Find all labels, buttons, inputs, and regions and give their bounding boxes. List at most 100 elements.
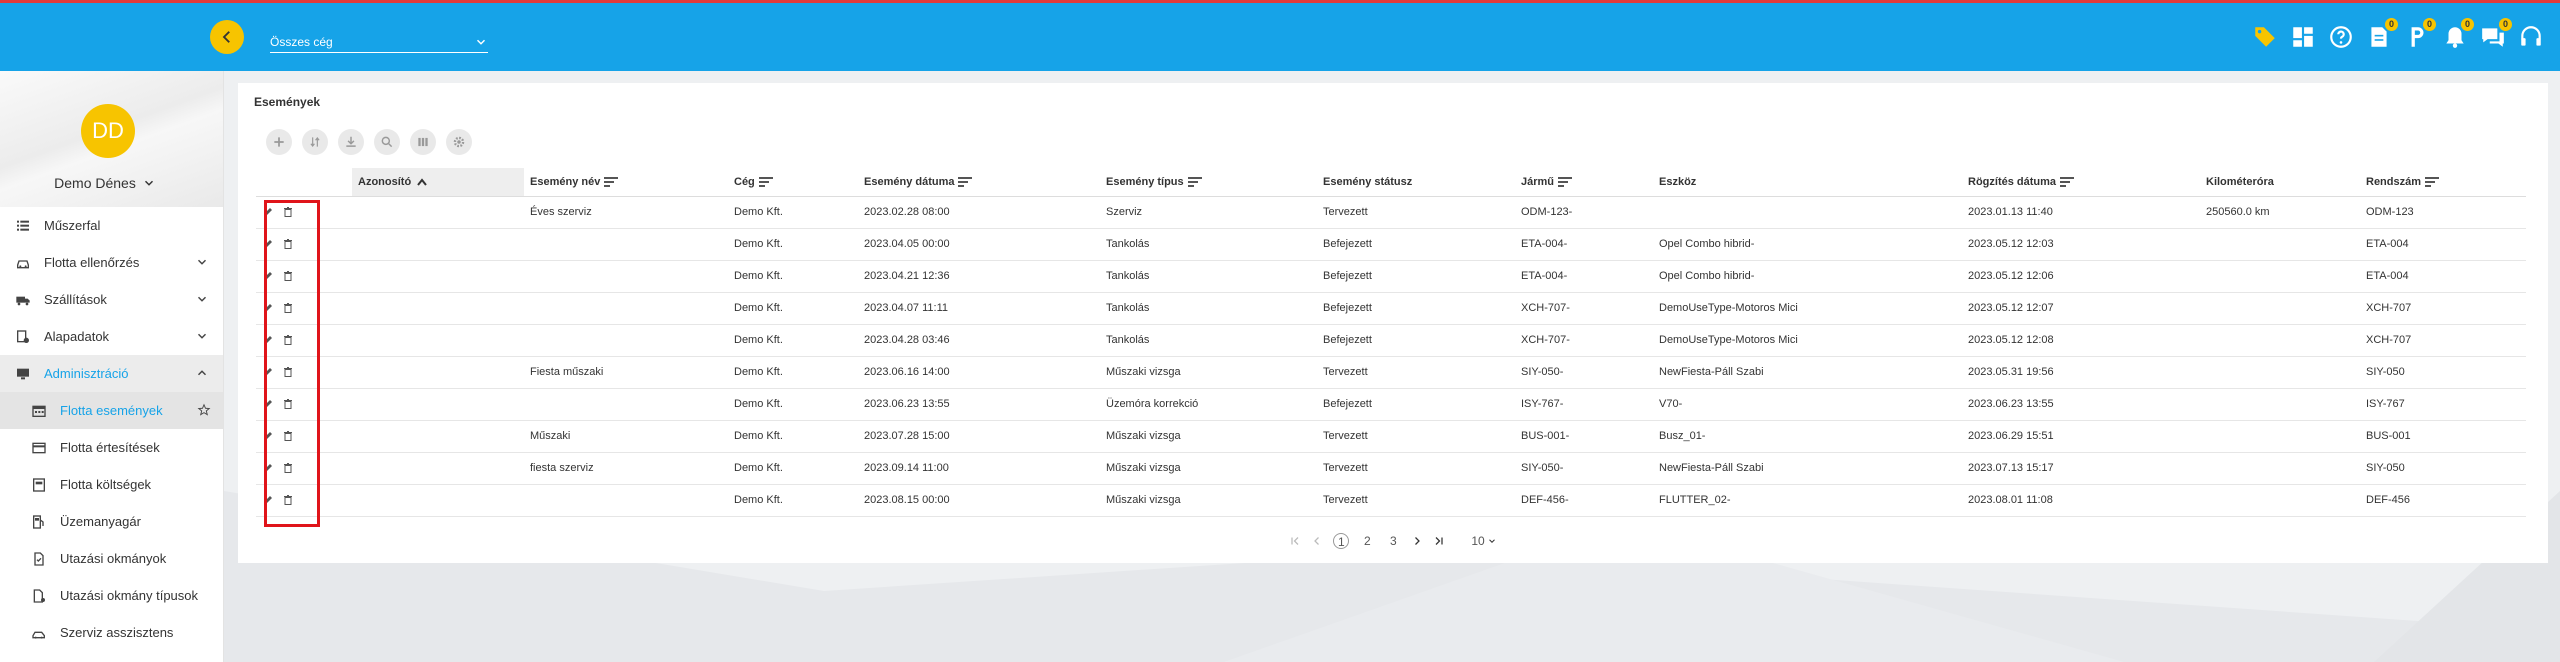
sidebar-item-fleet-events[interactable]: Flotta események	[0, 392, 223, 429]
sidebar-item-dashboard[interactable]: Műszerfal	[0, 207, 223, 244]
cell-vehicle: BUS-001-	[1515, 420, 1653, 453]
header-label: Eszköz	[1659, 175, 1697, 188]
header-event-status[interactable]: Esemény státusz	[1317, 168, 1515, 197]
table-row[interactable]: Műszaki Demo Kft. 2023.07.28 15:00 Műszaki …	[256, 420, 2526, 453]
header-plate[interactable]: Rendszám	[2360, 168, 2526, 197]
page-1-button[interactable]: 1	[1333, 533, 1350, 549]
cell-device: DemoUseType-Motoros Mici	[1653, 292, 1962, 325]
notifications-button[interactable]: 0	[2440, 18, 2474, 52]
dashboard-button[interactable]	[2288, 22, 2318, 52]
header-company[interactable]: Cég	[728, 168, 858, 197]
delete-icon[interactable]	[282, 430, 294, 442]
page-3-button[interactable]: 3	[1389, 534, 1397, 548]
row-actions	[256, 420, 352, 453]
cell-event-date: 2023.07.28 15:00	[858, 420, 1100, 453]
search-button[interactable]	[374, 129, 400, 155]
support-button[interactable]	[2516, 22, 2546, 52]
tag-button[interactable]	[2250, 22, 2280, 52]
next-page-icon[interactable]	[1411, 535, 1423, 547]
export-button[interactable]	[338, 129, 364, 155]
parking-button[interactable]: 0	[2402, 18, 2436, 52]
page-2-button[interactable]: 2	[1363, 534, 1371, 548]
documents-button[interactable]: 0	[2364, 18, 2398, 52]
dashboard-icon	[2293, 27, 2313, 47]
header-event-date[interactable]: Esemény dátuma	[858, 168, 1100, 197]
star-icon[interactable]	[197, 403, 211, 417]
cost-icon	[30, 476, 48, 494]
sidebar-item-fleet-costs[interactable]: Flotta költségek	[0, 466, 223, 503]
collapse-sidebar-button[interactable]	[210, 20, 244, 54]
cell-device: V70-	[1653, 388, 1962, 421]
sort-icon	[2060, 176, 2075, 187]
header-label: Azonosító	[358, 175, 412, 188]
header-vehicle[interactable]: Jármű	[1515, 168, 1653, 197]
cell-event-name	[524, 292, 728, 325]
cell-id	[352, 292, 524, 325]
cell-vehicle: DEF-456-	[1515, 484, 1653, 517]
sidebar-item-fleet-notifications[interactable]: Flotta értesítések	[0, 429, 223, 466]
chat-button[interactable]: 0	[2478, 18, 2512, 52]
table-row[interactable]: Éves szerviz Demo Kft. 2023.02.28 08:00 Sze…	[256, 196, 2526, 229]
delete-icon[interactable]	[282, 206, 294, 218]
sidebar-item-label: Utazási okmányok	[60, 551, 167, 566]
prev-page-icon[interactable]	[1311, 535, 1323, 547]
help-button[interactable]	[2326, 22, 2356, 52]
last-page-icon[interactable]	[1433, 535, 1445, 547]
first-page-icon[interactable]	[1289, 535, 1301, 547]
columns-button[interactable]	[410, 129, 436, 155]
delete-icon[interactable]	[282, 302, 294, 314]
user-menu[interactable]: Demo Dénes	[0, 175, 210, 191]
delete-icon[interactable]	[282, 334, 294, 346]
sidebar-item-service-assistant[interactable]: Szerviz asszisztens	[0, 614, 223, 651]
table-row[interactable]: Demo Kft. 2023.08.15 00:00 Műszaki vizsga T…	[256, 484, 2526, 517]
cell-event-name: Fiesta műszaki	[524, 356, 728, 389]
delete-icon[interactable]	[282, 398, 294, 410]
cell-event-status: Befejezett	[1317, 388, 1515, 421]
cell-event-date: 2023.04.05 00:00	[858, 228, 1100, 261]
header-device[interactable]: Eszköz	[1653, 168, 1962, 197]
header-record-date[interactable]: Rögzítés dátuma	[1962, 168, 2200, 197]
chevron-up-icon	[197, 370, 207, 376]
sort-button[interactable]	[302, 129, 328, 155]
header-event-type[interactable]: Esemény típus	[1100, 168, 1317, 197]
table-row[interactable]: Demo Kft. 2023.04.28 03:46 Tankolás Befejez…	[256, 324, 2526, 357]
page-size-select[interactable]: 10	[1471, 534, 1496, 548]
header-odometer[interactable]: Kilométeróra	[2200, 168, 2360, 197]
table-row[interactable]: Demo Kft. 2023.04.07 11:11 Tankolás Befejez…	[256, 292, 2526, 325]
cell-company: Demo Kft.	[728, 260, 858, 293]
sidebar-item-shipments[interactable]: Szállítások	[0, 281, 223, 318]
add-button[interactable]	[266, 129, 292, 155]
header-event-name[interactable]: Esemény név	[524, 168, 728, 197]
cell-event-date: 2023.06.23 13:55	[858, 388, 1100, 421]
cell-plate: XCH-707	[2360, 324, 2526, 357]
cell-odometer	[2200, 356, 2360, 389]
sidebar-item-administration[interactable]: Adminisztráció	[0, 355, 223, 392]
table-row[interactable]: Demo Kft. 2023.06.23 13:55 Üzemóra korrekc…	[256, 388, 2526, 421]
delete-icon[interactable]	[282, 494, 294, 506]
table-row[interactable]: fiesta szerviz Demo Kft. 2023.09.14 11:00 M…	[256, 452, 2526, 485]
cell-event-name: Műszaki	[524, 420, 728, 453]
sidebar-item-travel-document-types[interactable]: Utazási okmány típusok	[0, 577, 223, 614]
sidebar-item-base-data[interactable]: Alapadatok	[0, 318, 223, 355]
settings-button[interactable]	[446, 129, 472, 155]
cell-event-status: Befejezett	[1317, 324, 1515, 357]
table-row[interactable]: Demo Kft. 2023.04.05 00:00 Tankolás Befejez…	[256, 228, 2526, 261]
top-bar: Összes cég 0 0 0 0	[0, 0, 2560, 71]
header-id[interactable]: Azonosító	[352, 168, 524, 197]
sidebar-item-fuel-price[interactable]: Üzemanyagár	[0, 503, 223, 540]
delete-icon[interactable]	[282, 270, 294, 282]
delete-icon[interactable]	[282, 366, 294, 378]
download-icon	[346, 136, 356, 147]
table-row[interactable]: Demo Kft. 2023.04.21 12:36 Tankolás Befejez…	[256, 260, 2526, 293]
sidebar-item-travel-documents[interactable]: Utazási okmányok	[0, 540, 223, 577]
cell-device: FLUTTER_02-	[1653, 484, 1962, 517]
notifications-badge: 0	[2461, 18, 2474, 31]
delete-icon[interactable]	[282, 462, 294, 474]
table-row[interactable]: Fiesta műszaki Demo Kft. 2023.06.16 14:00 M…	[256, 356, 2526, 389]
avatar[interactable]: DD	[81, 104, 135, 158]
company-select[interactable]: Összes cég	[270, 31, 488, 53]
header-label: Jármű	[1521, 175, 1555, 188]
chat-badge: 0	[2499, 18, 2512, 31]
delete-icon[interactable]	[282, 238, 294, 250]
sidebar-item-fleet-check[interactable]: Flotta ellenőrzés	[0, 244, 223, 281]
